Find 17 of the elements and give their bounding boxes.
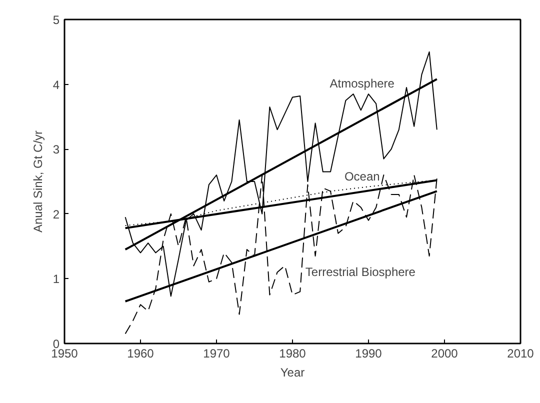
- y-tick-label: 3: [52, 142, 60, 157]
- x-tick-label: 1960: [127, 346, 154, 360]
- x-tick-label: 1970: [203, 346, 230, 360]
- series-label: Ocean: [344, 169, 380, 184]
- x-tick-label: 1980: [279, 346, 306, 360]
- x-tick-label: 2000: [431, 346, 458, 360]
- y-axis-title: Anual Sink, Gt C/yr: [30, 130, 45, 233]
- y-tick-label: 2: [52, 207, 60, 222]
- y-tick-label: 4: [52, 78, 60, 92]
- y-tick-label: 5: [52, 13, 60, 27]
- x-tick-label: 2010: [507, 346, 534, 360]
- series-label: Atmosphere: [330, 76, 395, 91]
- x-axis-title: Year: [280, 366, 305, 380]
- x-tick-label: 1990: [355, 346, 382, 360]
- y-tick-label: 1: [52, 272, 60, 286]
- series-label: Terrestrial Biosphere: [305, 265, 416, 280]
- x-tick-label: 1950: [51, 346, 78, 360]
